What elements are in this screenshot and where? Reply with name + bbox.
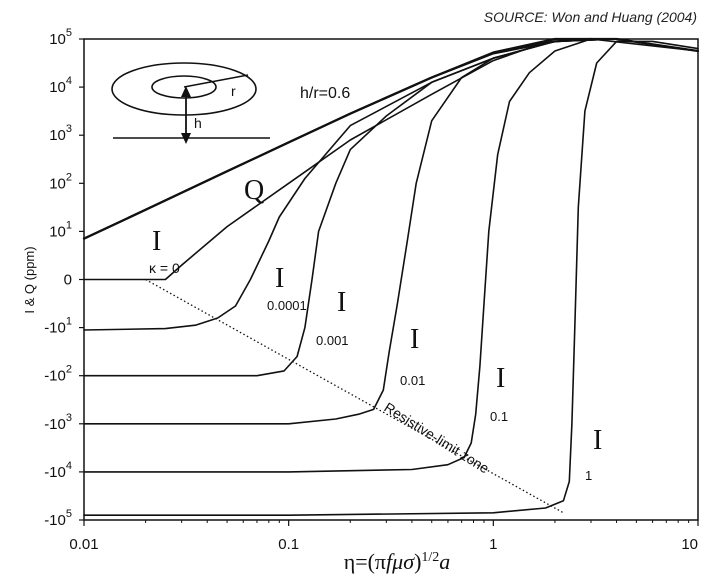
resistive-limit-line	[145, 278, 564, 514]
i-label-01: I	[410, 324, 419, 355]
x-tick-label: 10	[681, 536, 698, 553]
y-tick-label: 101	[49, 219, 72, 240]
sub-label-1: 0.1	[490, 409, 508, 424]
y-tick-label: 105	[49, 27, 72, 48]
i-label-one: I	[593, 425, 602, 456]
inset-diagram: r h	[111, 62, 270, 144]
sub-label-one: 1	[585, 468, 592, 483]
series-line	[83, 38, 699, 281]
x-tick-label: 0.1	[278, 536, 299, 553]
i-label-0001: I	[275, 263, 284, 294]
x-tick-label: 0.01	[69, 536, 98, 553]
x-axis-label: η=(πfμσ)1/2a	[344, 549, 451, 574]
sub-label-001: 0.001	[316, 333, 349, 348]
y-tick-label: 102	[49, 171, 72, 192]
q-label: Q	[244, 175, 264, 206]
sub-label-0001: 0.0001	[267, 298, 307, 313]
x-axis-ticks: 0.01 0.1 1 10	[69, 520, 699, 553]
i-label-kappa0: I	[152, 226, 161, 257]
i-label-1: I	[496, 363, 505, 394]
y-tick-label: 0	[64, 272, 72, 289]
y-tick-label: -105	[44, 508, 72, 529]
inset-outer-ring	[111, 62, 257, 116]
ratio-label: h/r=0.6	[300, 85, 350, 102]
series-line	[83, 38, 699, 473]
x-tick-label: 1	[489, 536, 497, 553]
series-line	[83, 40, 699, 517]
inset-inner-ring	[151, 75, 217, 99]
y-tick-label: 103	[49, 123, 72, 144]
y-tick-label: -101	[44, 316, 72, 337]
inset-r-label: r	[231, 83, 236, 99]
y-tick-label: -102	[44, 364, 72, 385]
series-layer	[82, 37, 700, 517]
y-tick-label: 104	[49, 75, 72, 96]
y-tick-label: -103	[44, 412, 72, 433]
series-line	[83, 38, 699, 331]
series-line	[83, 38, 699, 377]
i-label-001: I	[337, 287, 346, 318]
y-tick-label: -104	[44, 460, 72, 481]
y-axis-label: I & Q (ppm)	[22, 246, 37, 313]
y-axis-ticks: 105 104 103 102 101 0 -101 -102 -103 -104 -105	[44, 27, 84, 529]
series-line	[83, 38, 699, 425]
kappa-zero-label: κ = 0	[149, 260, 180, 276]
inset-h-label: h	[194, 115, 202, 131]
inset-arrow-up	[181, 86, 191, 97]
source-note: SOURCE: Won and Huang (2004)	[484, 9, 697, 25]
inset-radius-line	[183, 74, 249, 88]
reference-layer	[145, 278, 564, 514]
sub-label-01: 0.01	[400, 373, 425, 388]
plot-area	[83, 38, 699, 521]
